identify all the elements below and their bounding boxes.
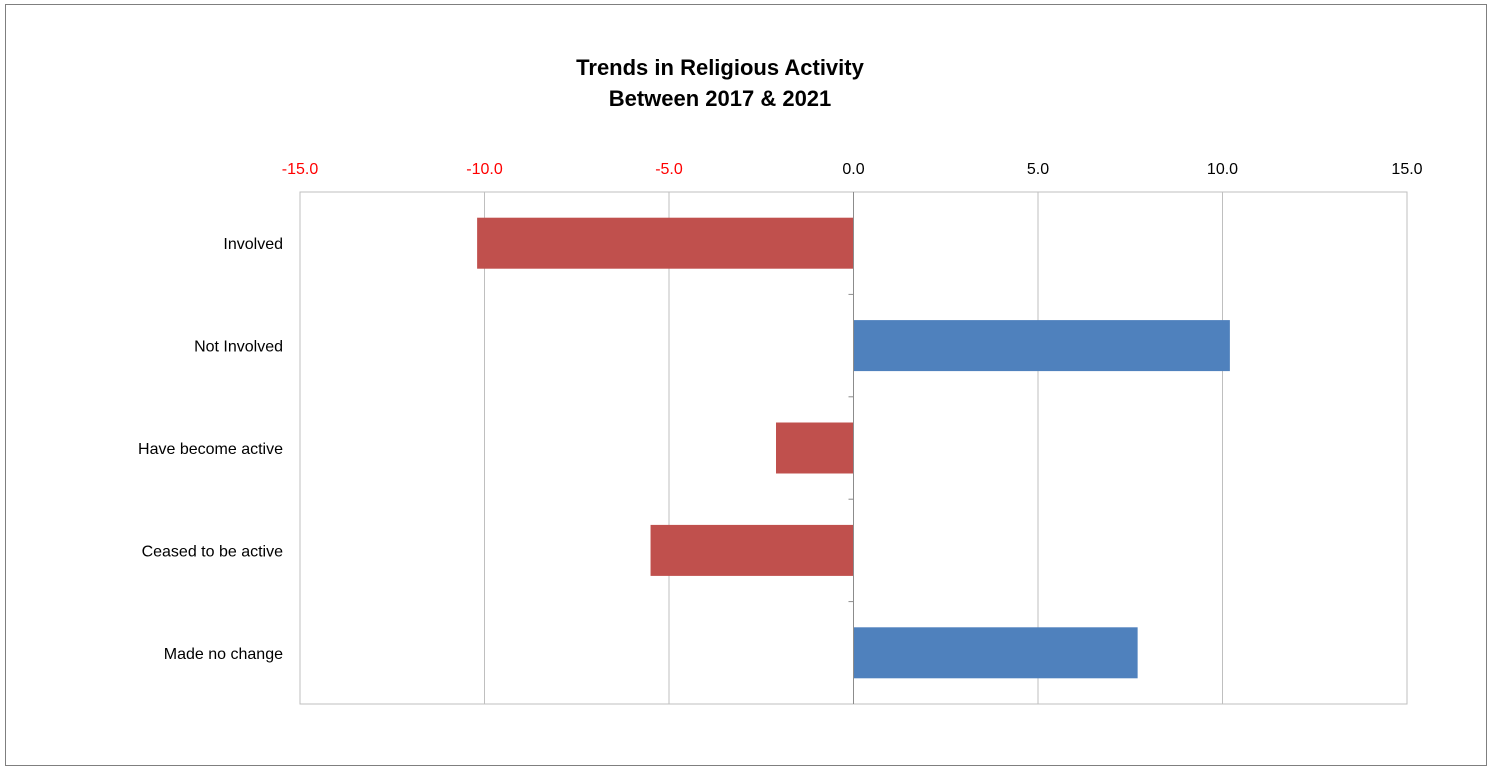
x-tick-label: 5.0 [1027,161,1049,178]
bar-have-become-active [776,422,854,474]
chart-frame [5,4,1487,766]
gridlines [484,192,1223,704]
bar-made-no-change [853,627,1138,679]
category-label: Ceased to be active [142,543,284,560]
bars [477,217,1230,679]
category-labels: Involved Not Involved Have become active Ce… [138,236,283,663]
category-label: Made no change [164,646,283,663]
x-tick-label: 15.0 [1391,161,1422,178]
x-tick-label: 10.0 [1207,161,1238,178]
category-label: Have become active [138,441,283,458]
x-tick-label: -15.0 [282,161,319,178]
category-ticks [848,293,854,603]
bar-ceased-to-be-active [650,524,854,576]
chart-title: Trends in Religious Activity Between 201… [576,55,864,111]
category-label: Not Involved [194,339,283,356]
x-tick-label: -5.0 [655,161,683,178]
x-tick-label: -10.0 [466,161,503,178]
x-tick-label: 0.0 [842,161,864,178]
category-label: Involved [223,236,283,253]
x-axis-tick-labels: -15.0 -10.0 -5.0 0.0 5.0 10.0 15.0 [282,161,1423,178]
bar-not-involved [853,320,1230,372]
bar-involved [477,217,854,269]
